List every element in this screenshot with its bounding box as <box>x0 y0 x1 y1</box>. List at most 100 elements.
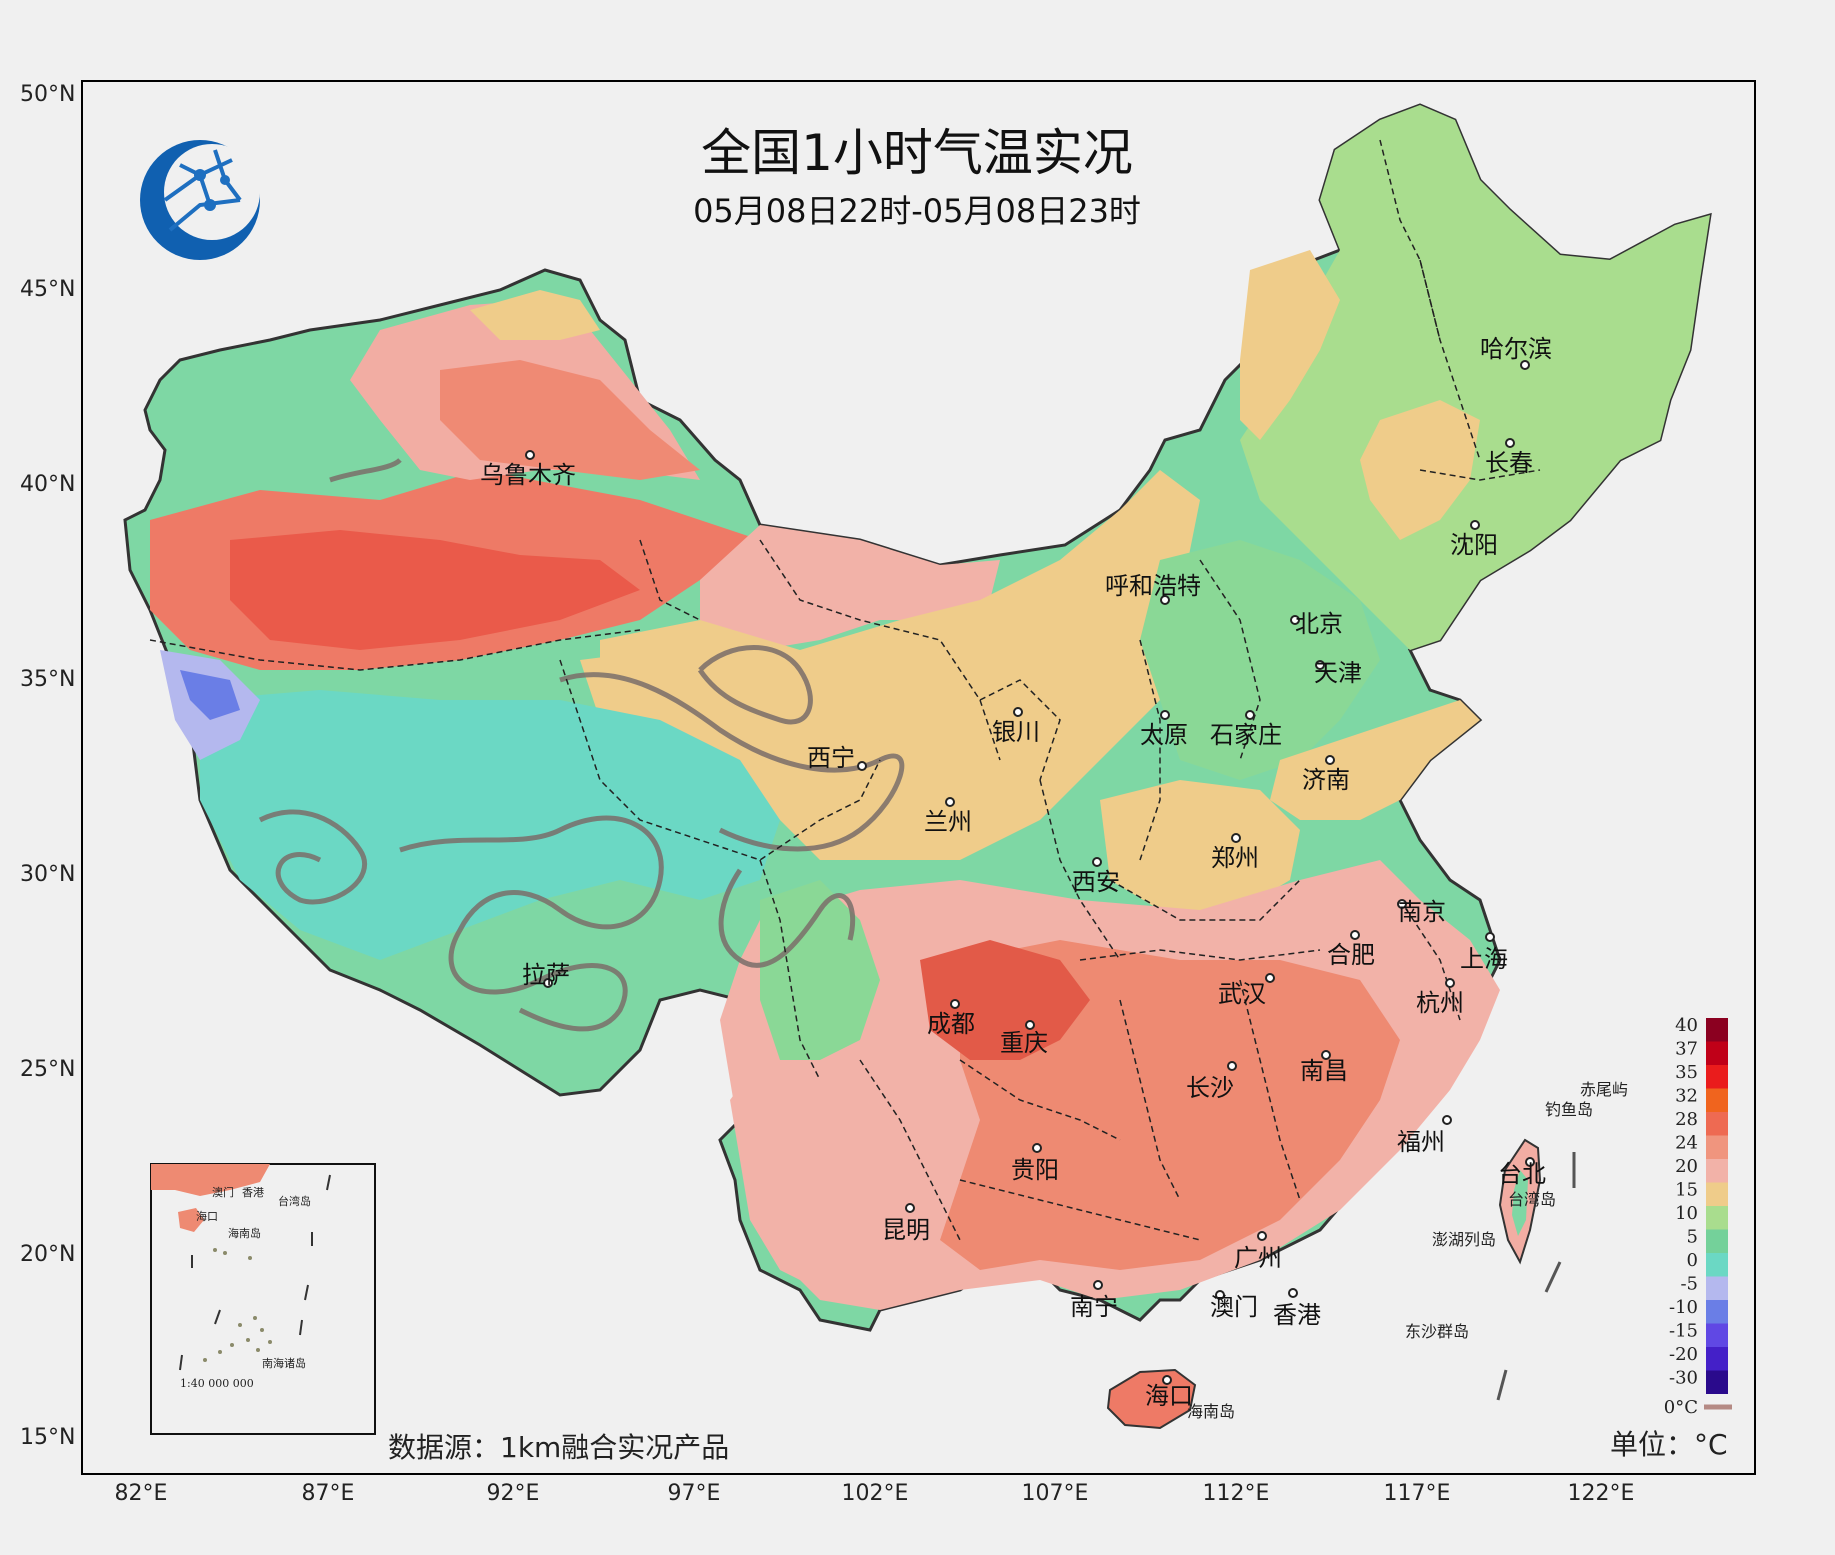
city-marker <box>1160 595 1170 605</box>
city-marker <box>1290 615 1300 625</box>
city-label: 沈阳 <box>1450 531 1498 559</box>
legend-swatch <box>1706 1229 1728 1253</box>
boundary-guangxi <box>959 1179 1201 1241</box>
lat-label: 15°N <box>20 1425 75 1450</box>
city-marker <box>1470 520 1480 530</box>
legend-label: 32 <box>1675 1086 1698 1107</box>
zone-taiwan-mountain <box>1512 1170 1528 1236</box>
inset-label: 海口 <box>196 1209 218 1223</box>
city-marker <box>1231 833 1241 843</box>
legend-swatch <box>1706 1347 1728 1371</box>
zone-north-xj <box>470 290 600 340</box>
boundary-xj-gansu <box>639 539 701 621</box>
city-marker <box>1092 857 1102 867</box>
legend-swatch <box>1706 1206 1728 1230</box>
city-marker <box>525 450 535 460</box>
city-label: 呼和浩特 <box>1105 572 1201 600</box>
city-label: 南昌 <box>1300 1057 1348 1085</box>
zero-contour-hengduan <box>718 868 856 968</box>
city-marker <box>1442 1115 1452 1125</box>
island-label: 台湾岛 <box>1508 1190 1556 1209</box>
lat-label: 35°N <box>20 667 75 692</box>
city-label: 拉萨 <box>522 961 570 989</box>
city-label: 郑州 <box>1211 844 1259 872</box>
city-label: 银川 <box>992 718 1040 746</box>
city-label: 西安 <box>1072 868 1120 896</box>
zero-contour-qaidam <box>697 645 813 725</box>
city-marker <box>857 761 867 771</box>
legend-swatch <box>1706 1135 1728 1159</box>
boundary-shanxi <box>1139 639 1161 861</box>
lat-label: 45°N <box>20 277 75 302</box>
map-title: 全国1小时气温实况 <box>701 124 1133 182</box>
zero-contour-tibet-central <box>399 815 664 1032</box>
province-boundaries <box>149 139 1541 1241</box>
temperature-zones <box>150 105 1710 1430</box>
legend-swatch <box>1706 1018 1728 1042</box>
city-label: 上海 <box>1460 945 1508 973</box>
boundary-xj-tibet <box>149 629 641 671</box>
legend-swatch <box>1706 1370 1728 1394</box>
lon-label: 97°E <box>668 1481 721 1506</box>
inset-islands <box>203 1248 272 1362</box>
city-marker <box>1325 755 1335 765</box>
lon-label: 117°E <box>1384 1481 1451 1506</box>
boundary-jilin <box>1419 469 1541 481</box>
boundary-northeast <box>1419 259 1481 461</box>
nine-dash-3 <box>1496 1369 1508 1401</box>
city-marker <box>1265 973 1275 983</box>
city-marker <box>1013 707 1023 717</box>
island-label: 海南岛 <box>1187 1402 1235 1421</box>
legend-label: -5 <box>1680 1274 1698 1295</box>
city-label: 海口 <box>1145 1382 1193 1410</box>
legend-swatch <box>1706 1323 1728 1347</box>
city-label: 乌鲁木齐 <box>480 461 576 489</box>
legend-label: -15 <box>1669 1321 1698 1342</box>
city-label: 台北 <box>1498 1160 1546 1188</box>
city-marker <box>1245 710 1255 720</box>
lon-label: 102°E <box>842 1481 909 1506</box>
boundary-ningxia <box>979 679 1061 781</box>
logo-node <box>220 175 230 185</box>
city-marker <box>1215 1290 1225 1300</box>
city-marker <box>1505 438 1515 448</box>
city-label: 石家庄 <box>1210 721 1282 749</box>
legend-label: 5 <box>1687 1227 1698 1248</box>
city-label: 哈尔滨 <box>1480 335 1552 363</box>
city-marker <box>1093 1280 1103 1290</box>
data-source: 数据源：1km融合实况产品 <box>388 1431 729 1464</box>
lat-label: 30°N <box>20 862 75 887</box>
boundary-zhejiang <box>1399 899 1461 1021</box>
city-label: 杭州 <box>1416 989 1464 1017</box>
city-marker <box>1525 1157 1535 1167</box>
zone-shandong <box>1270 700 1480 820</box>
city-label: 昆明 <box>882 1216 930 1244</box>
inset-label: 南海诸岛 <box>262 1356 306 1370</box>
zone-northeast <box>1240 105 1710 650</box>
city-label: 武汉 <box>1218 980 1266 1008</box>
zone-tibet-frost <box>180 670 240 720</box>
south-china-sea-inset: 澳门 香港 台湾岛 海口 海南岛 南海诸岛 1:40 000 000 <box>150 1163 376 1435</box>
legend-swatch <box>1706 1112 1728 1136</box>
legend-label: -30 <box>1669 1368 1698 1389</box>
lat-label: 50°N <box>20 82 75 107</box>
legend-label: 35 <box>1675 1062 1698 1083</box>
island-label: 东沙群岛 <box>1405 1322 1469 1341</box>
zone-north-china <box>1140 540 1380 780</box>
legend-swatch <box>1706 1065 1728 1089</box>
zone-junggar-warm <box>440 360 700 480</box>
boundary-hebei <box>1199 559 1261 761</box>
island-labels: 赤尾屿 钓鱼岛 台湾岛 澎湖列岛 东沙群岛 海南岛 <box>1187 1080 1628 1421</box>
zero-contour-xj <box>329 458 402 483</box>
inset-scale: 1:40 000 000 <box>180 1377 254 1390</box>
zone-sichuan-basin <box>920 940 1090 1060</box>
inset-dashes <box>179 1174 331 1371</box>
city-marker <box>1397 899 1407 909</box>
legend-label: 0 <box>1687 1250 1698 1271</box>
zone-yunnan <box>730 1060 940 1290</box>
city-label: 天津 <box>1314 659 1362 687</box>
boundary-guizhou <box>959 1059 1121 1141</box>
city-marker <box>1445 978 1455 988</box>
